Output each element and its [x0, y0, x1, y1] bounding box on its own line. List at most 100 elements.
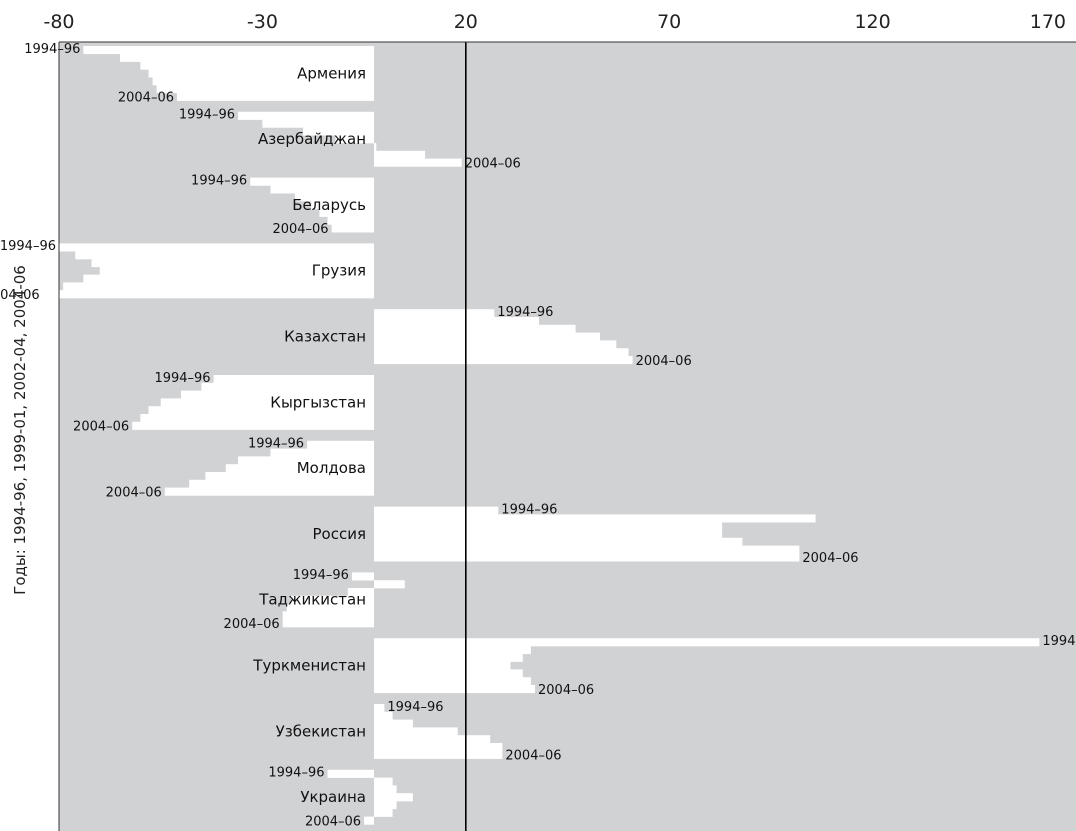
- bar-6-4: [160, 398, 374, 407]
- year-label-first: 1994–96: [293, 568, 349, 583]
- year-label-first: 1994–96: [497, 305, 553, 320]
- bar-7-1: [307, 440, 374, 449]
- country-label: Узбекистан: [276, 722, 366, 740]
- bar-11-7: [374, 750, 503, 759]
- bar-9-4: [290, 595, 374, 604]
- bar-2-3: [303, 127, 374, 136]
- bar-1-3: [140, 61, 374, 70]
- country-label: Россия: [313, 525, 367, 543]
- bar-8-1: [374, 506, 499, 515]
- group-11: [374, 704, 503, 759]
- bar-11-5: [374, 735, 491, 744]
- bar-3-5: [319, 208, 374, 217]
- country-label: Беларусь: [292, 196, 366, 214]
- bar-2-4: [335, 135, 374, 144]
- bar-5-7: [374, 356, 633, 365]
- bar-4-1: [59, 243, 374, 252]
- bar-3-7: [331, 224, 374, 233]
- group-12: [327, 769, 413, 825]
- year-label-first: 1994–96: [387, 700, 443, 715]
- plot-background: [59, 42, 1076, 831]
- year-label-first: 1994–96: [24, 42, 80, 57]
- bar-9-5: [286, 603, 374, 612]
- group-10: [374, 638, 1040, 694]
- group-2: [238, 111, 462, 167]
- bar-2-1: [238, 111, 374, 120]
- bar-6-1: [213, 375, 374, 384]
- year-label-last: 2004–06: [636, 354, 692, 369]
- year-label-first: 1994–96: [191, 173, 247, 188]
- bar-8-7: [374, 553, 800, 562]
- group-7: [164, 440, 374, 496]
- axis-layer: -80 -30 20 70 120 170: [43, 11, 1076, 831]
- bar-8-5: [374, 537, 743, 546]
- x-tick-label: 170: [1030, 11, 1066, 33]
- bar-12-5: [374, 801, 397, 810]
- bar-7-7: [164, 487, 374, 496]
- bar-10-4: [374, 661, 511, 670]
- y-axis-title: Годы: 1994-96, 1999-01, 2002-04, 2004-06: [11, 265, 29, 595]
- year-label-last: 2004–06: [224, 617, 280, 632]
- bar-1-7: [177, 92, 374, 101]
- bar-6-7: [132, 421, 374, 430]
- bar-6-6: [140, 414, 374, 423]
- bars-layer: [42, 46, 1040, 825]
- bar-5-1: [374, 309, 495, 318]
- bar-11-2: [374, 711, 393, 720]
- bar-7-6: [189, 479, 374, 488]
- country-label: Грузия: [312, 262, 366, 280]
- labels-layer: Армения 1994–96 2004–06 Азербайджан 1994–96 2…: [0, 42, 1076, 830]
- x-tick-label: 120: [854, 11, 890, 33]
- year-label-first: 1994–96: [1042, 634, 1076, 649]
- bar-1-1: [83, 46, 375, 55]
- bar-10-5: [374, 669, 523, 678]
- bar-4-5: [83, 274, 375, 283]
- bar-10-1: [374, 638, 1040, 647]
- bar-5-6: [374, 348, 629, 357]
- group-6: [132, 375, 374, 430]
- bar-8-6: [374, 545, 800, 554]
- bar-4-2: [75, 251, 375, 260]
- year-label-last: 2004–06: [0, 288, 40, 303]
- bar-5-2: [374, 317, 539, 326]
- year-label-last: 2004–06: [305, 814, 361, 829]
- bar-1-4: [148, 69, 374, 78]
- bar-5-5: [374, 340, 617, 349]
- bar-2-5: [374, 143, 377, 152]
- bar-11-6: [374, 743, 503, 752]
- bar-3-2: [270, 185, 374, 194]
- x-tick-label: 20: [454, 11, 478, 33]
- year-label-first: 1994–96: [268, 766, 324, 781]
- group-1: [83, 46, 375, 101]
- bar-2-2: [262, 119, 374, 128]
- bar-9-6: [282, 611, 374, 620]
- country-label: Молдова: [297, 459, 366, 477]
- country-label: Армения: [297, 64, 366, 82]
- bar-10-7: [374, 685, 535, 694]
- bar-9-2: [374, 580, 405, 589]
- bar-11-3: [374, 719, 413, 728]
- bar-11-1: [374, 704, 385, 713]
- bar-6-5: [148, 406, 374, 415]
- bar-12-2: [374, 777, 393, 786]
- group-3: [250, 177, 374, 233]
- bar-7-5: [205, 472, 374, 481]
- year-label-last: 2004–06: [465, 156, 521, 171]
- bar-12-1: [327, 769, 374, 778]
- bar-7-4: [225, 464, 374, 473]
- year-label-last: 2004–06: [505, 749, 561, 764]
- bar-12-6: [374, 808, 393, 817]
- country-label: Таджикистан: [258, 591, 366, 609]
- bar-8-3: [374, 522, 723, 531]
- bar-10-6: [374, 677, 531, 686]
- year-label-last: 2004–06: [538, 683, 594, 698]
- country-label: Украина: [300, 788, 366, 806]
- x-tick-label: 70: [657, 11, 681, 33]
- bar-4-6: [63, 282, 374, 291]
- bar-3-1: [250, 177, 374, 186]
- x-tick-label: -30: [247, 11, 278, 33]
- bar-3-6: [327, 216, 374, 225]
- bar-10-2: [374, 646, 531, 655]
- bar-8-2: [374, 514, 816, 523]
